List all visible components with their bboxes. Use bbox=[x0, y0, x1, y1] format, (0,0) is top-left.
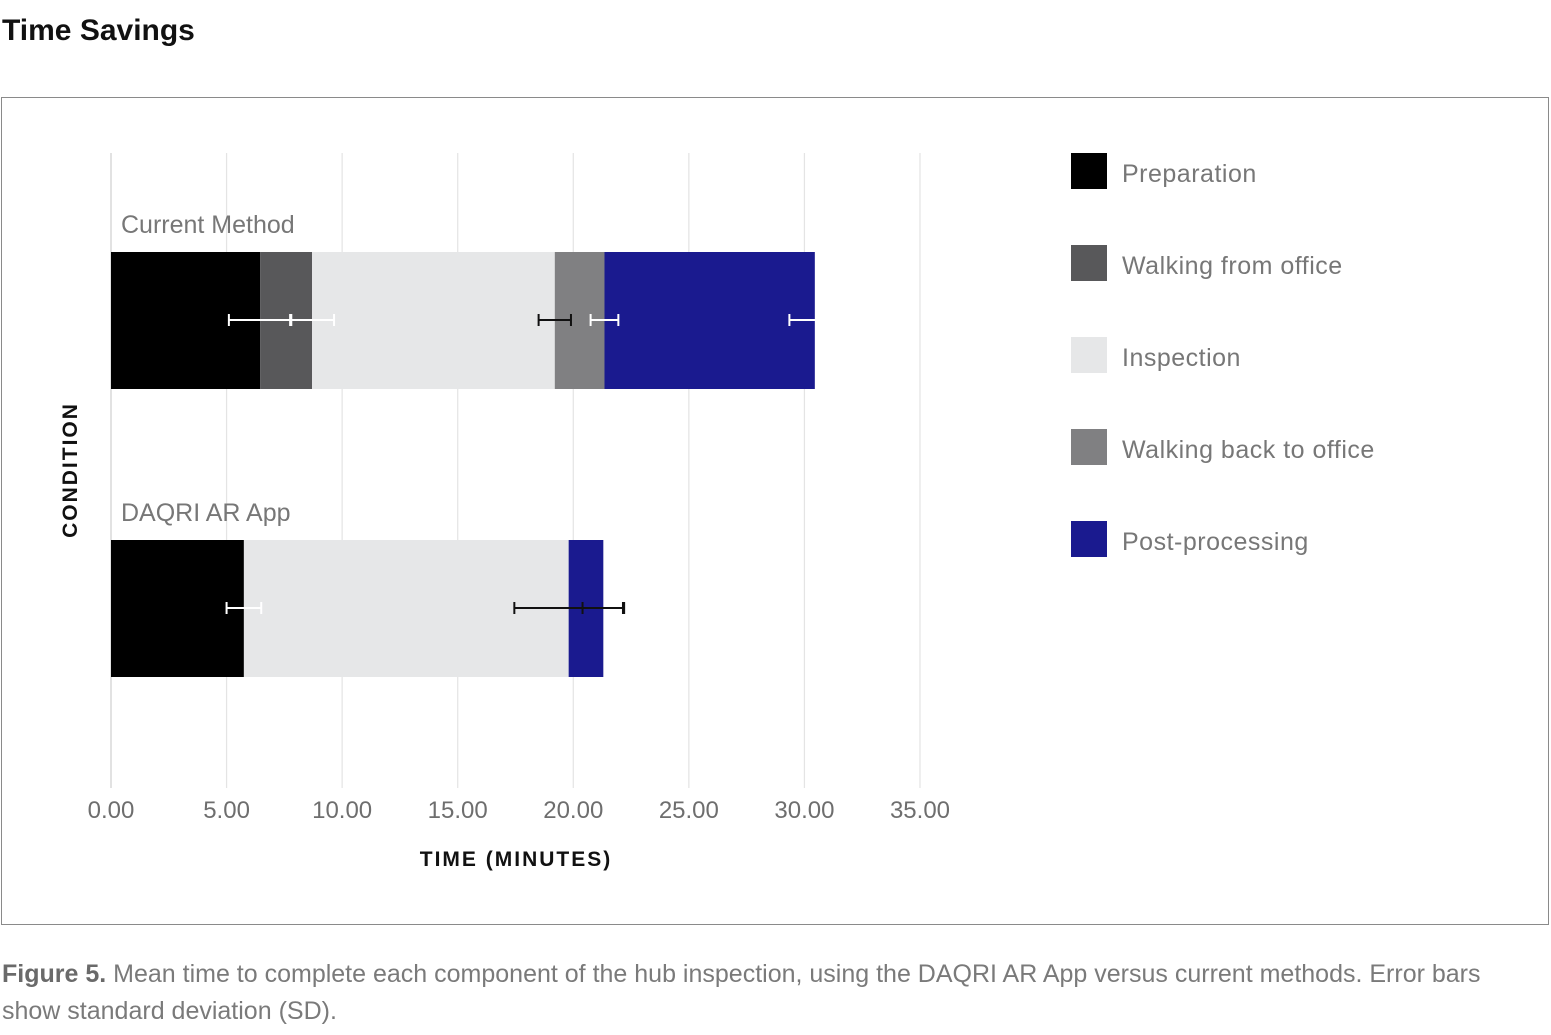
x-tick-label: 15.00 bbox=[428, 797, 488, 824]
legend-swatch bbox=[1071, 429, 1107, 465]
x-tick-label: 5.00 bbox=[203, 797, 250, 824]
caption-label: Figure 5. bbox=[2, 960, 107, 988]
legend-swatch bbox=[1071, 337, 1107, 373]
legend-label: Post-processing bbox=[1122, 528, 1309, 556]
bars bbox=[111, 252, 815, 677]
caption-text: Mean time to complete each component of … bbox=[2, 960, 1481, 1025]
bar-segment bbox=[604, 252, 815, 389]
legend-label: Walking back to office bbox=[1122, 436, 1375, 464]
chart-frame bbox=[1, 97, 1549, 925]
legend-label: Inspection bbox=[1122, 344, 1241, 372]
x-tick-label: 35.00 bbox=[890, 797, 950, 824]
category-label: DAQRI AR App bbox=[121, 499, 291, 527]
error-bars bbox=[225, 314, 842, 614]
legend-swatch bbox=[1071, 153, 1107, 189]
legend-label: Preparation bbox=[1122, 160, 1257, 188]
x-tick-label: 0.00 bbox=[88, 797, 135, 824]
legend-swatch bbox=[1071, 245, 1107, 281]
x-tick-label: 20.00 bbox=[543, 797, 603, 824]
x-tick-label: 25.00 bbox=[659, 797, 719, 824]
bar-segment bbox=[111, 540, 244, 677]
category-label: Current Method bbox=[121, 211, 295, 239]
figure-caption: Figure 5. Mean time to complete each com… bbox=[2, 956, 1502, 1030]
gridlines bbox=[110, 153, 921, 788]
x-axis-title: TIME (MINUTES) bbox=[420, 848, 612, 871]
legend-label: Walking from office bbox=[1122, 252, 1343, 280]
x-tick-label: 10.00 bbox=[312, 797, 372, 824]
page-title: Time Savings bbox=[2, 14, 195, 47]
stacked-bar-chart: Current Method DAQRI AR App 0.00 5.00 10.00… bbox=[59, 153, 1375, 871]
x-tick-label: 30.00 bbox=[774, 797, 834, 824]
bar-segment bbox=[312, 252, 555, 389]
legend-swatch bbox=[1071, 521, 1107, 557]
y-axis-title: CONDITION bbox=[59, 402, 82, 538]
legend: Preparation Walking from office Inspection… bbox=[1071, 153, 1375, 557]
x-tick-labels: 0.00 5.00 10.00 15.00 20.00 25.00 30.00 35.00 bbox=[88, 797, 950, 824]
category-labels: Current Method DAQRI AR App bbox=[121, 211, 295, 527]
